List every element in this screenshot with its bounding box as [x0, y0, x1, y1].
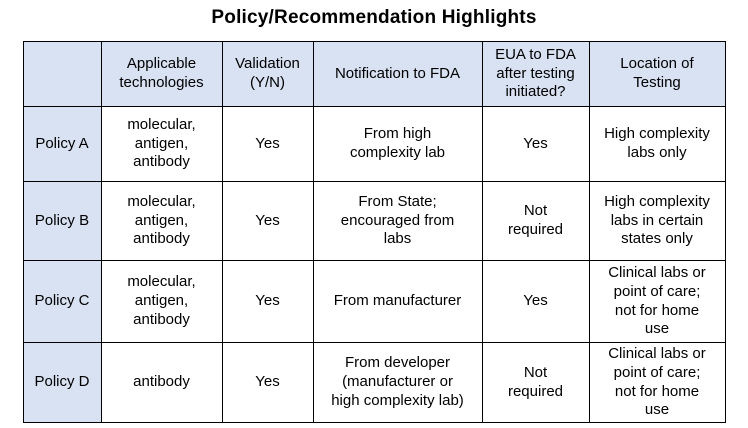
table-row-policy-a: Policy A molecular, antigen, antibody Ye…: [22, 106, 726, 182]
column-header-notification-fda: Notification to FDA: [312, 41, 483, 107]
table-cell: molecular, antigen, antibody: [100, 181, 223, 261]
table-cell: Yes: [221, 106, 314, 182]
table-cell: From developer (manufacturer or high com…: [312, 342, 483, 423]
column-header-applicable-technologies: Applicable technologies: [100, 41, 223, 107]
table-cell: From manufacturer: [312, 260, 483, 343]
table-cell: High complexity labs in certain states o…: [588, 181, 726, 261]
row-header-policy-b: Policy B: [22, 181, 102, 261]
column-header-validation: Validation (Y/N): [221, 41, 314, 107]
page-title: Policy/Recommendation Highlights: [211, 7, 537, 28]
policy-table: Applicable technologies Validation (Y/N)…: [22, 41, 726, 423]
column-header-eua-after-testing: EUA to FDA after testing initiated?: [481, 41, 590, 107]
table-cell: Yes: [221, 181, 314, 261]
table-cell: Clinical labs or point of care; not for …: [588, 260, 726, 343]
table-row-policy-d: Policy D antibody Yes From developer (ma…: [22, 342, 726, 423]
table-cell: molecular, antigen, antibody: [100, 106, 223, 182]
table-cell: molecular, antigen, antibody: [100, 260, 223, 343]
table-row-policy-b: Policy B molecular, antigen, antibody Ye…: [22, 181, 726, 261]
row-header-policy-a: Policy A: [22, 106, 102, 182]
column-header-location-of-testing: Location of Testing: [588, 41, 726, 107]
table-cell: Not required: [481, 342, 590, 423]
row-header-policy-c: Policy C: [22, 260, 102, 343]
table-cell: Not required: [481, 181, 590, 261]
table-row-policy-c: Policy C molecular, antigen, antibody Ye…: [22, 260, 726, 343]
table-cell: Yes: [221, 342, 314, 423]
table-cell: From high complexity lab: [312, 106, 483, 182]
table-cell: Yes: [481, 260, 590, 343]
table-header-row: Applicable technologies Validation (Y/N)…: [22, 41, 726, 107]
table-cell: Yes: [481, 106, 590, 182]
table-cell: From State; encouraged from labs: [312, 181, 483, 261]
table-cell: Clinical labs or point of care; not for …: [588, 342, 726, 423]
table-cell: Yes: [221, 260, 314, 343]
table-cell: High complexity labs only: [588, 106, 726, 182]
table-cell: antibody: [100, 342, 223, 423]
row-header-policy-d: Policy D: [22, 342, 102, 423]
corner-cell: [22, 41, 102, 107]
